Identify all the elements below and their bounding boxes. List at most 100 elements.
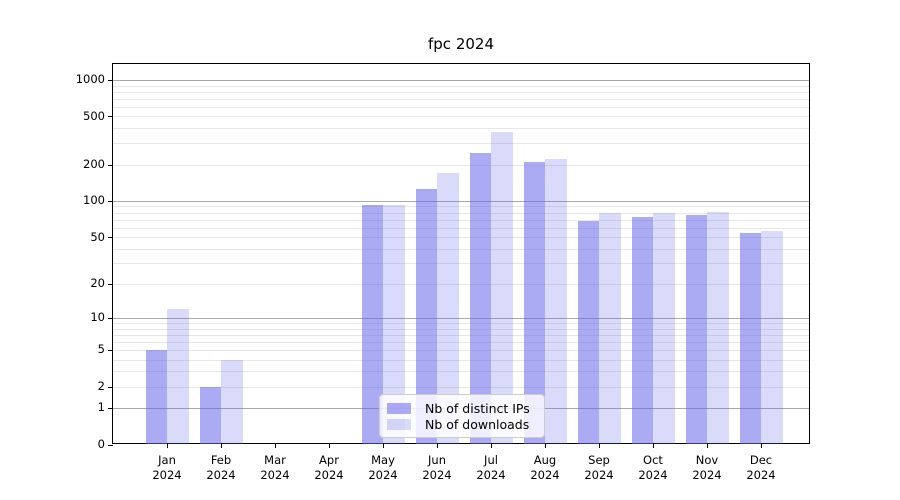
- y-tick-label: 100: [83, 193, 105, 208]
- x-tick-label-year: 2024: [422, 468, 452, 482]
- legend-label-distinct-ips: Nb of distinct IPs: [425, 400, 530, 416]
- plot-area: 1000 500 200 100 50 20 10 5 2 1 0 Jan 2024 Feb 2024 Mar…: [76, 63, 810, 482]
- gridline-minor: [113, 263, 809, 265]
- gridline-minor: [113, 371, 809, 373]
- bar-distinct-ips-may: [361, 204, 383, 445]
- bar-downloads-oct: [653, 212, 675, 445]
- x-tick-label-year: 2024: [476, 468, 506, 482]
- bar-distinct-ips-nov: [685, 215, 707, 445]
- gridline-minor: [113, 323, 809, 324]
- gridline-minor: [113, 106, 809, 108]
- x-tick-label-month: Dec: [749, 453, 773, 467]
- y-tick-mark: [108, 444, 113, 446]
- gridline-minor: [113, 248, 809, 250]
- x-tick-label: Oct 2024: [625, 453, 681, 483]
- x-tick-label: Feb 2024: [193, 453, 249, 483]
- x-tick-label-year: 2024: [746, 468, 776, 482]
- y-tick-mark: [108, 164, 113, 166]
- x-tick-label-month: Sep: [588, 453, 610, 467]
- y-tick-mark: [108, 116, 113, 118]
- x-tick-label: Dec 2024: [733, 453, 789, 483]
- x-tick-label: Apr 2024: [301, 453, 357, 483]
- gridline-minor: [113, 341, 809, 343]
- x-tick-label: Nov 2024: [679, 453, 735, 483]
- gridline-minor: [113, 91, 809, 93]
- gridline-minor: [113, 237, 809, 239]
- x-tick-label-year: 2024: [260, 468, 290, 482]
- x-tick-mark: [167, 443, 168, 448]
- x-tick-label-month: Jan: [158, 453, 176, 467]
- y-tick-label: 5: [97, 342, 105, 357]
- bar-downloads-nov: [707, 211, 729, 445]
- legend-swatch-distinct-ips: [387, 402, 411, 414]
- x-tick-label-month: Jun: [428, 453, 446, 467]
- gridline-minor: [113, 334, 809, 336]
- gridline-minor: [113, 143, 809, 145]
- y-tick-label: 1000: [75, 72, 105, 87]
- bar-downloads-aug: [545, 159, 567, 445]
- x-tick-label-month: May: [371, 453, 395, 467]
- x-tick-mark: [329, 443, 330, 448]
- x-tick-label-month: Mar: [264, 453, 286, 467]
- gridline-minor: [113, 328, 809, 330]
- legend-item-downloads: Nb of downloads: [387, 417, 536, 432]
- bar-downloads-jun: [437, 173, 459, 445]
- gridline-minor: [113, 164, 809, 166]
- y-tick-label: 0: [97, 437, 105, 451]
- bar-downloads-jan: [167, 309, 189, 445]
- x-tick-label: Aug 2024: [517, 453, 573, 483]
- x-tick-label-month: Aug: [533, 453, 557, 467]
- x-tick-mark: [761, 443, 762, 448]
- y-tick-label: 50: [90, 229, 105, 244]
- y-tick-label: 10: [90, 310, 105, 325]
- y-tick-mark: [108, 386, 113, 388]
- x-tick-label-year: 2024: [692, 468, 722, 482]
- x-tick-mark: [545, 443, 546, 448]
- gridline-minor: [113, 219, 809, 221]
- x-tick-mark: [383, 443, 384, 448]
- legend-swatch-downloads: [387, 418, 411, 430]
- bar-downloads-may: [383, 204, 405, 445]
- gridline-minor: [113, 116, 809, 118]
- bar-distinct-ips-jul: [469, 152, 491, 445]
- x-tick-mark: [653, 443, 654, 448]
- x-tick-label-year: 2024: [368, 468, 398, 482]
- y-tick-mark: [108, 283, 113, 285]
- x-tick-label-month: Apr: [319, 453, 339, 467]
- x-tick-mark: [221, 443, 222, 448]
- x-tick-label: Sep 2024: [571, 453, 627, 483]
- gridline-major: [113, 317, 809, 319]
- bar-downloads-sep: [599, 212, 621, 445]
- legend-item-distinct-ips: Nb of distinct IPs: [387, 401, 536, 416]
- gridline-minor: [113, 386, 809, 388]
- x-tick-label-year: 2024: [530, 468, 560, 482]
- gridline-minor: [113, 85, 809, 87]
- gridline-major: [113, 200, 809, 202]
- bar-downloads-feb: [221, 359, 243, 445]
- bar-distinct-ips-jan: [145, 349, 167, 445]
- y-tick-mark: [108, 317, 113, 319]
- y-tick-label: 20: [90, 276, 105, 291]
- x-tick-label: Jan 2024: [139, 453, 195, 483]
- x-tick-mark: [275, 443, 276, 448]
- x-tick-label-year: 2024: [152, 468, 182, 482]
- gridline-minor: [113, 98, 809, 100]
- x-tick-label-month: Oct: [643, 453, 663, 467]
- legend: Nb of distinct IPs Nb of downloads: [379, 394, 545, 438]
- y-tick-mark: [108, 237, 113, 239]
- x-tick-label: Jun 2024: [409, 453, 465, 483]
- y-tick-mark: [108, 200, 113, 202]
- y-tick-mark: [108, 349, 113, 351]
- gridline-minor: [113, 128, 809, 130]
- y-tick-mark: [108, 407, 113, 409]
- x-tick-label: May 2024: [355, 453, 411, 483]
- gridline-minor: [113, 359, 809, 361]
- x-tick-mark: [599, 443, 600, 448]
- y-tick-label: 2: [97, 379, 105, 394]
- bar-distinct-ips-jun: [415, 188, 437, 445]
- x-tick-label-month: Feb: [210, 453, 232, 467]
- bar-distinct-ips-aug: [523, 161, 545, 445]
- bar-distinct-ips-oct: [631, 217, 653, 445]
- legend-label-downloads: Nb of downloads: [425, 416, 530, 432]
